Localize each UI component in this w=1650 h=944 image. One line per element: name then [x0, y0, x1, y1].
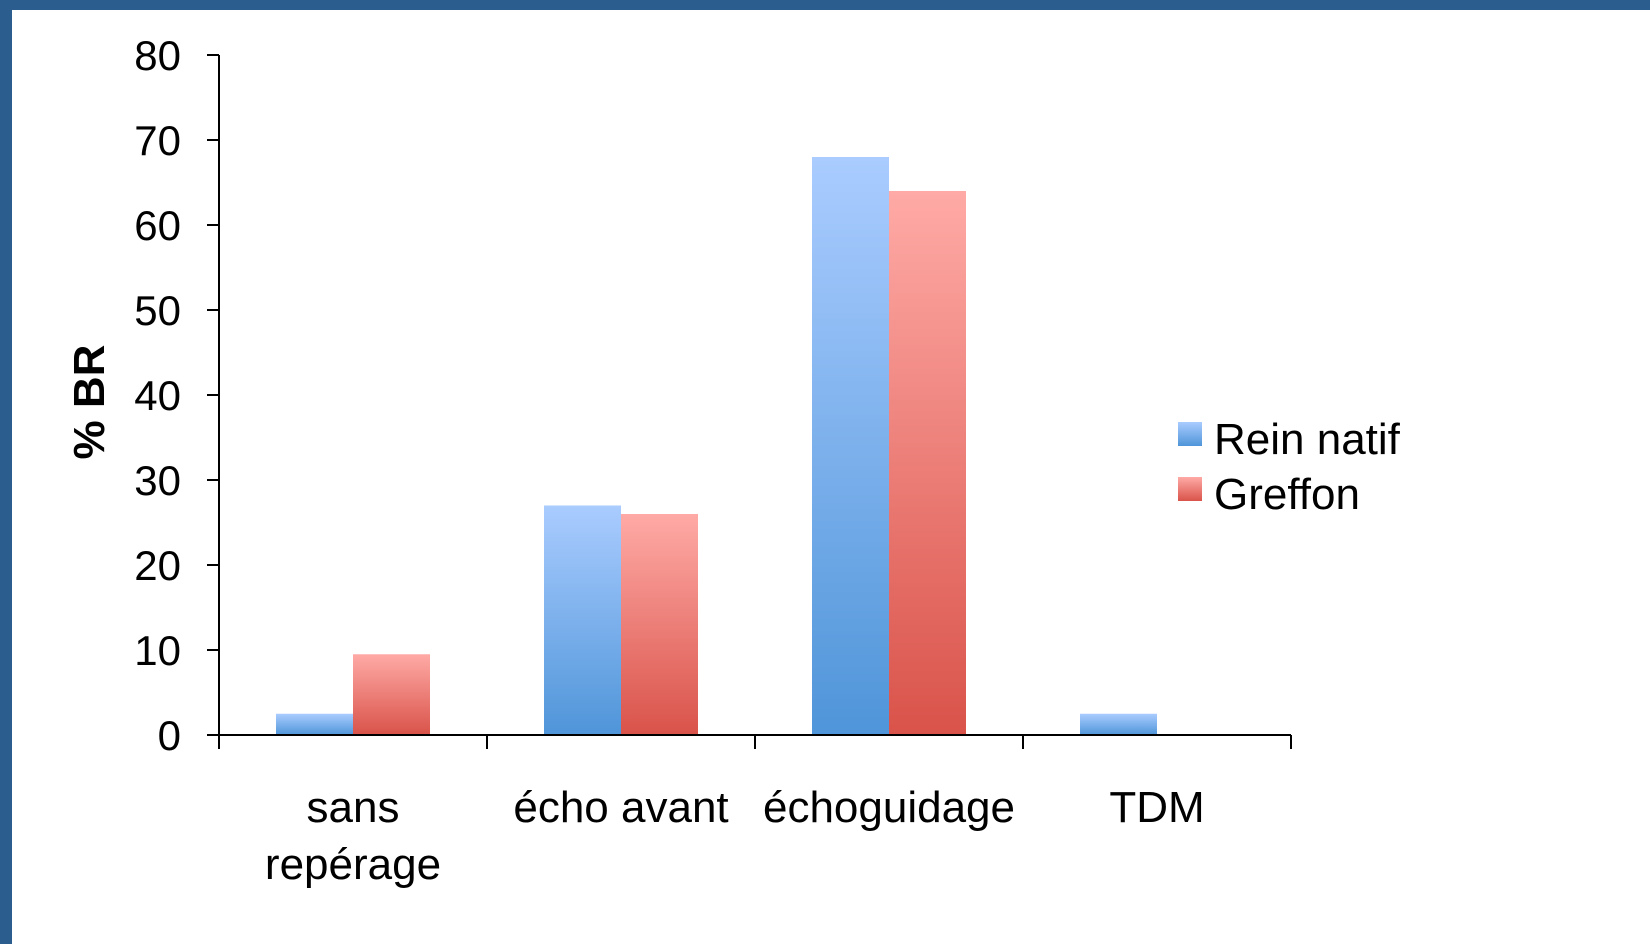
y-axis-label: % BR — [65, 345, 114, 460]
y-tick-label: 60 — [134, 202, 181, 249]
y-tick-label: 20 — [134, 542, 181, 589]
x-tick-label: échoguidage — [763, 783, 1015, 832]
y-tick-label: 30 — [134, 457, 181, 504]
chart-canvas: % BR 0 10 20 30 40 50 60 70 80 sans repérage écho a… — [12, 10, 1650, 944]
legend-swatch-greffon — [1178, 477, 1202, 501]
legend-label-rein-natif: Rein natif — [1214, 415, 1401, 464]
axes-group: 0 10 20 30 40 50 60 70 80 sans repérage écho avant é… — [134, 32, 1292, 889]
y-tick-label: 40 — [134, 372, 181, 419]
x-tick-label: TDM — [1109, 783, 1204, 832]
y-tick-label: 0 — [158, 712, 181, 759]
bars-group — [276, 157, 1157, 735]
legend-swatch-rein-natif — [1178, 422, 1202, 446]
bar-greffon-0 — [353, 654, 430, 735]
y-tick-label: 50 — [134, 287, 181, 334]
bar-rein-natif-3 — [1080, 713, 1157, 735]
bar-rein-natif-1 — [544, 505, 621, 735]
y-tick-label: 10 — [134, 627, 181, 674]
x-tick-label: écho avant — [513, 783, 728, 832]
bar-greffon-1 — [621, 514, 698, 735]
bar-greffon-2 — [889, 191, 966, 735]
legend: Rein natif Greffon — [1178, 415, 1401, 519]
y-tick-label: 80 — [134, 32, 181, 79]
bar-rein-natif-2 — [812, 157, 889, 735]
bar-chart: % BR 0 10 20 30 40 50 60 70 80 sans repérage écho a… — [65, 32, 1401, 889]
legend-label-greffon: Greffon — [1214, 470, 1360, 519]
y-tick-label: 70 — [134, 117, 181, 164]
bar-rein-natif-0 — [276, 713, 353, 735]
x-tick-label: sans repérage — [265, 783, 441, 889]
